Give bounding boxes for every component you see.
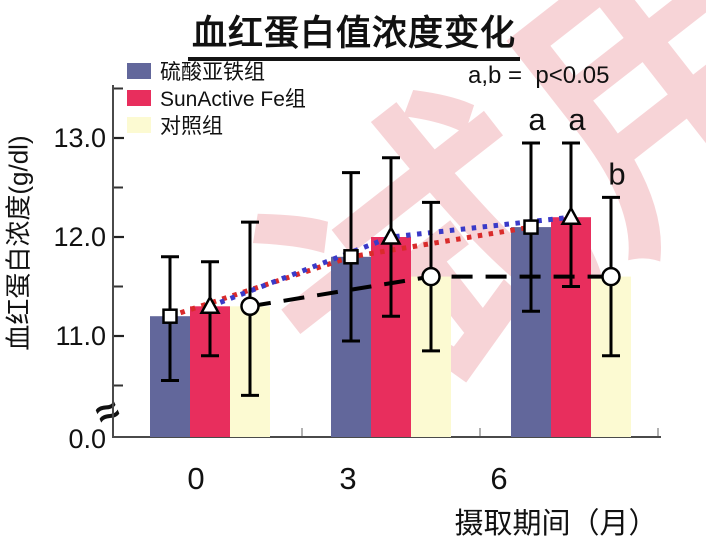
legend-item-sunactive-fe: SunActive Fe组 bbox=[127, 84, 306, 111]
legend-label: SunActive Fe组 bbox=[160, 87, 306, 111]
marker-triangle-icon bbox=[380, 225, 402, 245]
legend-swatch-ferrous-sulfate bbox=[127, 62, 151, 79]
x-axis-tick-label: 6 bbox=[490, 461, 507, 496]
y-axis-tick-label: 13.0 bbox=[53, 123, 106, 153]
x-axis-tick-label: 3 bbox=[339, 461, 356, 496]
x-axis-tick-label: 0 bbox=[187, 461, 204, 496]
marker-square-icon bbox=[343, 249, 359, 265]
marker-square-icon bbox=[523, 219, 539, 235]
marker-square-icon bbox=[162, 308, 178, 324]
legend: 硫酸亚铁组 SunActive Fe组 对照组 bbox=[127, 57, 306, 138]
legend-swatch-sunactive-fe bbox=[127, 89, 151, 106]
legend-item-ferrous-sulfate: 硫酸亚铁组 bbox=[127, 57, 306, 84]
marker-circle-icon bbox=[240, 296, 260, 317]
y-axis-tick-label: 12.0 bbox=[53, 222, 106, 252]
significance-letter: a bbox=[528, 102, 546, 137]
chart-title: 血红蛋白值浓度变化 bbox=[187, 5, 521, 61]
legend-label: 硫酸亚铁组 bbox=[160, 60, 265, 84]
marker-circle-icon bbox=[421, 266, 441, 287]
legend-label: 对照组 bbox=[160, 114, 223, 138]
legend-swatch-control bbox=[127, 116, 151, 133]
significance-letter: a bbox=[568, 102, 586, 137]
y-axis-baseline-label: 0.0 bbox=[68, 424, 106, 454]
legend-item-control: 对照组 bbox=[127, 111, 306, 138]
marker-circle-icon bbox=[601, 266, 621, 287]
x-axis-title: 摄取期间（月） bbox=[454, 508, 658, 540]
marker-triangle-icon bbox=[199, 294, 221, 315]
significance-letter: b bbox=[608, 156, 625, 191]
significance-note: a,b = p<0.05 bbox=[468, 62, 610, 89]
y-axis-tick-label: 11.0 bbox=[55, 321, 106, 351]
marker-triangle-icon bbox=[560, 205, 582, 225]
axes bbox=[112, 85, 661, 438]
y-axis-title: 血红蛋白浓度(g/dl) bbox=[3, 135, 34, 351]
